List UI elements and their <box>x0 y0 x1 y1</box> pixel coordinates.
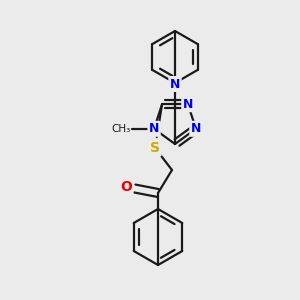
Text: O: O <box>120 180 132 194</box>
Text: CH₃: CH₃ <box>112 124 131 134</box>
Text: N: N <box>191 122 201 135</box>
Text: S: S <box>150 141 160 155</box>
Text: N: N <box>149 122 159 135</box>
Text: N: N <box>183 98 193 111</box>
Text: N: N <box>170 77 180 91</box>
